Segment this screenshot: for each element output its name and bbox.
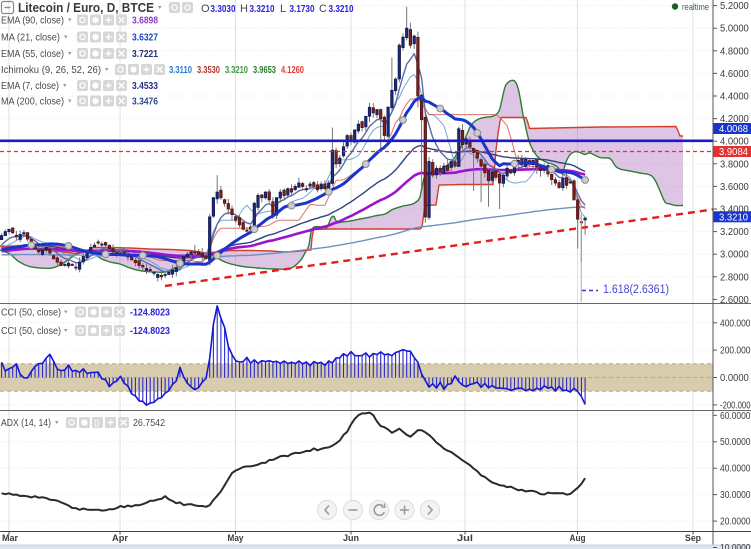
svg-text:1.618(2.6361): 1.618(2.6361) [603, 284, 669, 296]
svg-text:3.4000: 3.4000 [720, 205, 749, 216]
svg-text:O: O [201, 3, 210, 15]
svg-text:3.8000: 3.8000 [720, 159, 749, 170]
svg-text:40.0000: 40.0000 [720, 464, 751, 475]
svg-text:EMA (55, close): EMA (55, close) [1, 48, 64, 60]
svg-text:3.6000: 3.6000 [720, 182, 749, 193]
svg-text:3.1730: 3.1730 [290, 3, 315, 15]
svg-text:H: H [240, 3, 248, 15]
svg-text:200.000: 200.000 [720, 346, 751, 357]
svg-text:Sep: Sep [685, 533, 701, 544]
svg-text:{}: {} [94, 419, 100, 428]
svg-text:CCI (50, close): CCI (50, close) [1, 307, 61, 319]
svg-text:400.000: 400.000 [720, 318, 751, 329]
svg-text:3.6898: 3.6898 [132, 15, 158, 27]
svg-text:50.0000: 50.0000 [720, 437, 751, 448]
svg-text:Litecoin / Euro, D, BTCE: Litecoin / Euro, D, BTCE [18, 0, 154, 15]
svg-text:Jun: Jun [343, 533, 359, 544]
svg-text:-124.8023: -124.8023 [130, 325, 170, 337]
svg-text:60.0000: 60.0000 [720, 411, 751, 422]
svg-text:EMA (90, close): EMA (90, close) [1, 15, 64, 27]
svg-text:3.3210: 3.3210 [329, 3, 354, 15]
svg-text:3.4533: 3.4533 [132, 80, 158, 92]
svg-text:3.9084: 3.9084 [719, 147, 748, 158]
svg-text:3.3476: 3.3476 [132, 96, 158, 108]
svg-text:4.4000: 4.4000 [720, 92, 749, 103]
svg-text:MA (21, close): MA (21, close) [1, 32, 60, 44]
svg-text:3.2000: 3.2000 [720, 227, 749, 238]
svg-text:CCI (50, close): CCI (50, close) [1, 325, 61, 337]
svg-text:3.3210: 3.3210 [719, 212, 748, 223]
svg-text:4.0068: 4.0068 [719, 124, 748, 135]
svg-text:3.7221: 3.7221 [132, 48, 158, 60]
svg-text:3.0000: 3.0000 [720, 250, 749, 261]
svg-text:ADX (14, 14): ADX (14, 14) [1, 417, 51, 429]
svg-text:3.3530: 3.3530 [197, 64, 220, 76]
svg-text:3.3030: 3.3030 [211, 3, 236, 15]
svg-text:-124.8023: -124.8023 [130, 307, 170, 319]
svg-text:3.3110: 3.3110 [169, 64, 192, 76]
svg-text:Ichimoku (9, 26, 52, 26): Ichimoku (9, 26, 52, 26) [1, 64, 101, 76]
svg-text:20.0000: 20.0000 [720, 517, 751, 528]
svg-text:-200.000: -200.000 [720, 400, 751, 411]
svg-text:2.8000: 2.8000 [720, 272, 749, 283]
svg-text:3.3210: 3.3210 [250, 3, 275, 15]
svg-text:C: C [319, 3, 327, 15]
svg-text:May: May [228, 533, 245, 544]
svg-text:realtime: realtime [682, 2, 709, 13]
svg-text:L: L [280, 3, 286, 15]
svg-text:4.1260: 4.1260 [281, 64, 304, 76]
svg-text:3.9653: 3.9653 [253, 64, 276, 76]
svg-text:26.7542: 26.7542 [133, 417, 165, 429]
svg-text:10.0000: 10.0000 [720, 543, 751, 549]
svg-text:Jul: Jul [457, 533, 473, 544]
svg-text:Mar: Mar [2, 533, 18, 544]
svg-text:Aug: Aug [570, 533, 586, 544]
svg-text:EMA (7, close): EMA (7, close) [1, 80, 59, 92]
svg-text:4.6000: 4.6000 [720, 69, 749, 80]
svg-text:Apr: Apr [112, 533, 128, 544]
svg-text:5.0000: 5.0000 [720, 24, 749, 35]
svg-text:2.6000: 2.6000 [720, 295, 749, 306]
svg-text:4.8000: 4.8000 [720, 46, 749, 57]
svg-text:0.0000: 0.0000 [720, 373, 749, 384]
svg-text:4.0000: 4.0000 [720, 137, 749, 148]
svg-text:5.2000: 5.2000 [720, 1, 749, 12]
svg-text:MA (200, close): MA (200, close) [1, 96, 64, 108]
svg-text:3.6327: 3.6327 [132, 32, 158, 44]
svg-text:4.2000: 4.2000 [720, 114, 749, 125]
svg-text:30.0000: 30.0000 [720, 490, 751, 501]
svg-text:3.3210: 3.3210 [225, 64, 248, 76]
